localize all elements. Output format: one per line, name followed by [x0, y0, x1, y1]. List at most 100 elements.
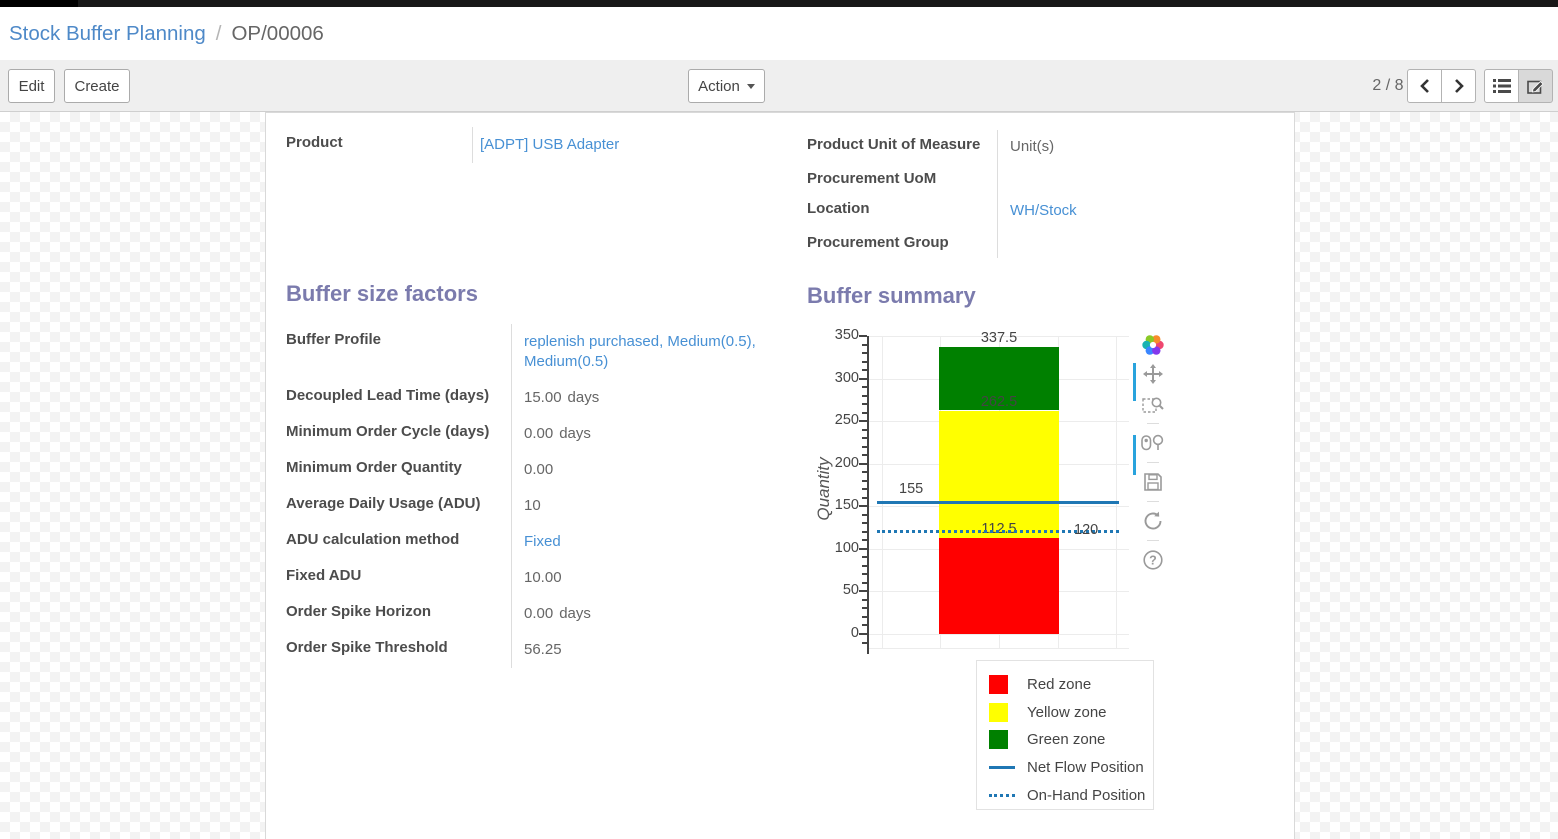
help-icon: ?: [1143, 550, 1163, 570]
field-label-fixed-adu: Fixed ADU: [286, 560, 512, 596]
chart-legend: Red zone Yellow zone Green zone Net Flow Po…: [976, 660, 1154, 810]
yellow-zone-swatch: [989, 702, 1008, 722]
y-axis-tick: [862, 641, 867, 644]
grid-line-horizontal: [869, 336, 1129, 337]
field-label-product: Product: [286, 127, 473, 163]
y-axis-tick: [862, 369, 867, 372]
pager-previous-button[interactable]: [1407, 69, 1442, 103]
y-axis-line: [867, 336, 869, 654]
field-link-buffer-profile[interactable]: replenish purchased, Medium(0.5), Medium…: [524, 333, 756, 370]
y-axis-tick: [862, 386, 867, 389]
hover-compare-button[interactable]: [1139, 428, 1167, 458]
save-image-button[interactable]: [1139, 467, 1167, 497]
pager-next-button[interactable]: [1441, 69, 1476, 103]
y-axis-tick: [862, 615, 867, 618]
modebar-divider: [1147, 540, 1159, 541]
y-axis-tick: [859, 590, 867, 593]
buffer-size-factors-table: Buffer Profile replenish purchased, Mediu…: [286, 324, 773, 668]
reset-axes-icon: [1144, 511, 1162, 530]
field-label-order-spike-threshold: Order Spike Threshold: [286, 632, 512, 668]
y-axis-tick: [862, 428, 867, 431]
bar-value-label: 337.5: [980, 329, 1018, 346]
field-label-product-unit-of-measure: Product Unit of Measure: [807, 130, 998, 164]
y-axis-tick: [862, 411, 867, 414]
save-image-icon: [1144, 473, 1162, 491]
legend-label: Net Flow Position: [1027, 759, 1144, 777]
legend-item-green-zone[interactable]: Green zone: [977, 726, 1153, 754]
y-axis-tick: [862, 581, 867, 584]
box-zoom-button[interactable]: [1139, 389, 1167, 419]
net-flow-position-swatch: [989, 766, 1015, 770]
y-axis-tick: [862, 352, 867, 355]
field-label-procurement-uom: Procurement UoM: [807, 164, 998, 194]
field-label-buffer-profile: Buffer Profile: [286, 324, 512, 380]
field-link-adu-calculation-method[interactable]: Fixed: [524, 533, 561, 550]
field-value-procurement-uom: [998, 164, 1294, 194]
chevron-right-icon: [1454, 79, 1464, 93]
field-value-order-spike-horizon: 0.00 days: [524, 605, 591, 622]
y-axis-tick: [859, 335, 867, 337]
edit-button[interactable]: Edit: [8, 69, 55, 103]
field-value-fixed-adu: 10.00: [524, 569, 562, 586]
legend-label: Yellow zone: [1027, 703, 1107, 721]
reset-axes-button[interactable]: [1139, 506, 1167, 536]
field-value-minimum-order-quantity: 0.00: [524, 461, 554, 478]
field-label-order-spike-horizon: Order Spike Horizon: [286, 596, 512, 632]
legend-label: Green zone: [1027, 731, 1106, 749]
y-axis-tick: [862, 530, 867, 533]
field-label-average-daily-usage-adu: Average Daily Usage (ADU): [286, 488, 512, 524]
chevron-left-icon: [1419, 79, 1429, 93]
legend-item-red-zone[interactable]: Red zone: [977, 671, 1153, 699]
form-sheet: pany) Product [ADPT] USB Adapter Product …: [265, 112, 1295, 839]
y-axis-tick-label: 100: [834, 539, 859, 556]
form-view-button[interactable]: [1518, 69, 1553, 103]
list-view-icon: [1492, 79, 1511, 93]
field-value-procurement-group: [998, 228, 1294, 258]
y-axis-tick: [859, 377, 867, 380]
help-button[interactable]: ?: [1139, 545, 1167, 575]
legend-item-yellow-zone[interactable]: Yellow zone: [977, 699, 1153, 727]
y-axis-tick: [862, 471, 867, 474]
section-title-buffer-summary: Buffer summary: [807, 283, 976, 308]
field-label-adu-calculation-method: ADU calculation method: [286, 524, 512, 560]
top-menu-left-segment: [0, 0, 78, 7]
field-label-procurement-group: Procurement Group: [807, 228, 998, 258]
field-label-minimum-order-cycle-days: Minimum Order Cycle (days): [286, 416, 512, 452]
control-panel: Edit Create Action 2 / 8: [0, 60, 1558, 112]
red-zone-bar-segment: [939, 538, 1059, 634]
modebar-divider: [1147, 501, 1159, 502]
legend-swatch-box: [989, 702, 1016, 722]
y-axis-tick-label: 350: [834, 327, 859, 343]
y-axis-tick: [859, 547, 867, 550]
y-axis-tick: [862, 539, 867, 542]
hover-compare-icon: [1141, 434, 1164, 451]
pan-button[interactable]: [1139, 359, 1167, 389]
field-value-minimum-order-cycle-days: 0.00 days: [524, 425, 591, 442]
list-view-button[interactable]: [1484, 69, 1519, 103]
legend-item-net-flow-position[interactable]: Net Flow Position: [977, 754, 1153, 782]
action-dropdown-button[interactable]: Action: [688, 69, 765, 103]
field-link-location[interactable]: WH/Stock: [1010, 202, 1077, 219]
plotly-logo[interactable]: [1139, 331, 1167, 359]
create-button[interactable]: Create: [64, 69, 130, 103]
field-link-product[interactable]: [ADPT] USB Adapter: [480, 136, 620, 153]
y-axis-tick: [862, 394, 867, 397]
y-axis-tick: [859, 633, 867, 635]
y-axis-tick: [862, 564, 867, 567]
pager-counter[interactable]: 2 / 8: [1372, 77, 1404, 94]
y-axis-tick: [859, 505, 867, 508]
breadcrumb-parent-link[interactable]: Stock Buffer Planning: [9, 21, 206, 45]
y-axis-tick: [862, 522, 867, 525]
buffer-summary-chart: Quantity 0 50 100 150 200 250 300 350 112.5 262.…: [814, 323, 1284, 833]
y-axis-tick: [859, 462, 867, 465]
red-zone-swatch: [989, 675, 1008, 695]
breadcrumb-current: OP/00006: [231, 21, 324, 45]
y-axis-tick: [862, 445, 867, 448]
pager-buttons: [1407, 69, 1476, 103]
green-zone-bar-segment: [939, 346, 1059, 411]
y-axis-tick: [862, 556, 867, 559]
y-axis-tick-label: 0: [850, 625, 859, 641]
y-axis-tick: [862, 513, 867, 516]
legend-item-on-hand-position[interactable]: On-Hand Position: [977, 781, 1153, 809]
legend-label: Red zone: [1027, 676, 1092, 694]
